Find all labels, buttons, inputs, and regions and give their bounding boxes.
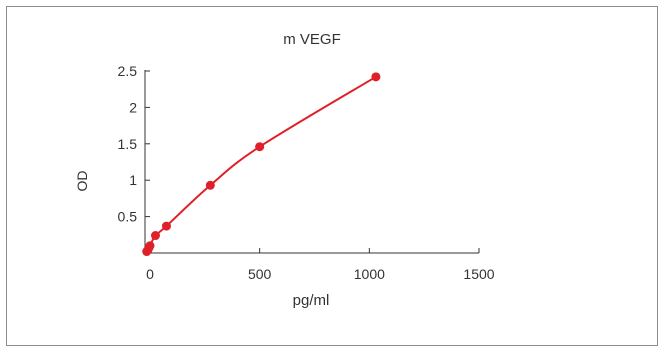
y-tick-label: 2.5 bbox=[118, 63, 138, 79]
chart-svg: m VEGF OD pg/ml 0.5 1 1.5 2 2.5 0 500 1000 1500 bbox=[74, 31, 495, 309]
y-tick-label: 1.5 bbox=[118, 136, 138, 152]
y-tick-label: 1 bbox=[129, 172, 137, 188]
x-tick-label: 0 bbox=[146, 266, 154, 282]
data-point bbox=[145, 241, 155, 251]
data-point bbox=[150, 231, 160, 241]
y-axis-label: OD bbox=[74, 171, 90, 192]
data-point bbox=[161, 221, 171, 231]
data-point bbox=[205, 180, 215, 190]
x-axis-label: pg/ml bbox=[293, 292, 330, 309]
y-tick-label: 0.5 bbox=[118, 209, 138, 225]
data-point bbox=[371, 72, 381, 82]
x-tick-label: 500 bbox=[248, 266, 272, 282]
axes: 0.5 1 1.5 2 2.5 0 500 1000 1500 bbox=[118, 63, 495, 282]
data-point bbox=[255, 142, 265, 152]
y-tick-label: 2 bbox=[129, 99, 137, 115]
x-tick-label: 1500 bbox=[463, 266, 494, 282]
chart-title: m VEGF bbox=[283, 31, 341, 48]
chart-frame: m VEGF OD pg/ml 0.5 1 1.5 2 2.5 0 500 1000 1500 bbox=[6, 6, 658, 346]
x-tick-label: 1000 bbox=[354, 266, 385, 282]
fit-curve bbox=[145, 75, 377, 253]
chart-marks bbox=[142, 72, 381, 257]
